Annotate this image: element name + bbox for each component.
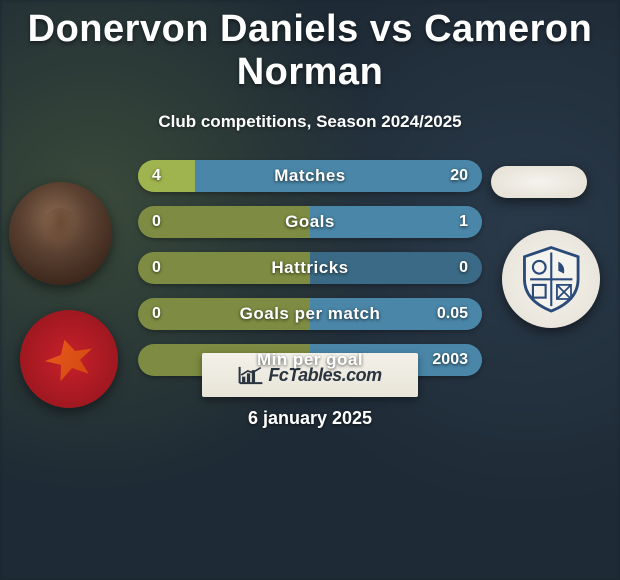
bar-label: Goals [138, 206, 482, 238]
club-badge-right [502, 230, 600, 328]
bar-value-left: 0 [152, 298, 161, 330]
bar-label: Hattricks [138, 252, 482, 284]
bar-value-right: 1 [459, 206, 468, 238]
bar-value-right: 0.05 [437, 298, 468, 330]
stat-bar: Min per goal2003 [138, 344, 482, 376]
player-right-photo [491, 166, 587, 198]
bar-value-left: 0 [152, 252, 161, 284]
stat-bar: Matches4 20 [138, 160, 482, 192]
stat-bars: Matches420Goals01Hattricks00Goals per ma… [138, 160, 482, 390]
bar-label: Min per goal [138, 344, 482, 376]
bar-label: Matches [138, 160, 482, 192]
bar-label: Goals per match [138, 298, 482, 330]
bar-value-left: 0 [152, 206, 161, 238]
stat-bar: Hattricks0 0 [138, 252, 482, 284]
bar-value-right: 2003 [432, 344, 468, 376]
stat-bar: Goals per match0 0.05 [138, 298, 482, 330]
subtitle: Club competitions, Season 2024/2025 [0, 112, 620, 132]
player-left-photo [9, 182, 112, 285]
stat-bar: Goals0 1 [138, 206, 482, 238]
bar-value-right: 20 [450, 160, 468, 192]
club-badge-left [20, 310, 118, 408]
bar-value-right: 0 [459, 252, 468, 284]
shield-icon [516, 244, 587, 315]
date: 6 january 2025 [0, 408, 620, 429]
bar-value-left: 4 [152, 160, 161, 192]
page-title: Donervon Daniels vs Cameron Norman [0, 0, 620, 94]
